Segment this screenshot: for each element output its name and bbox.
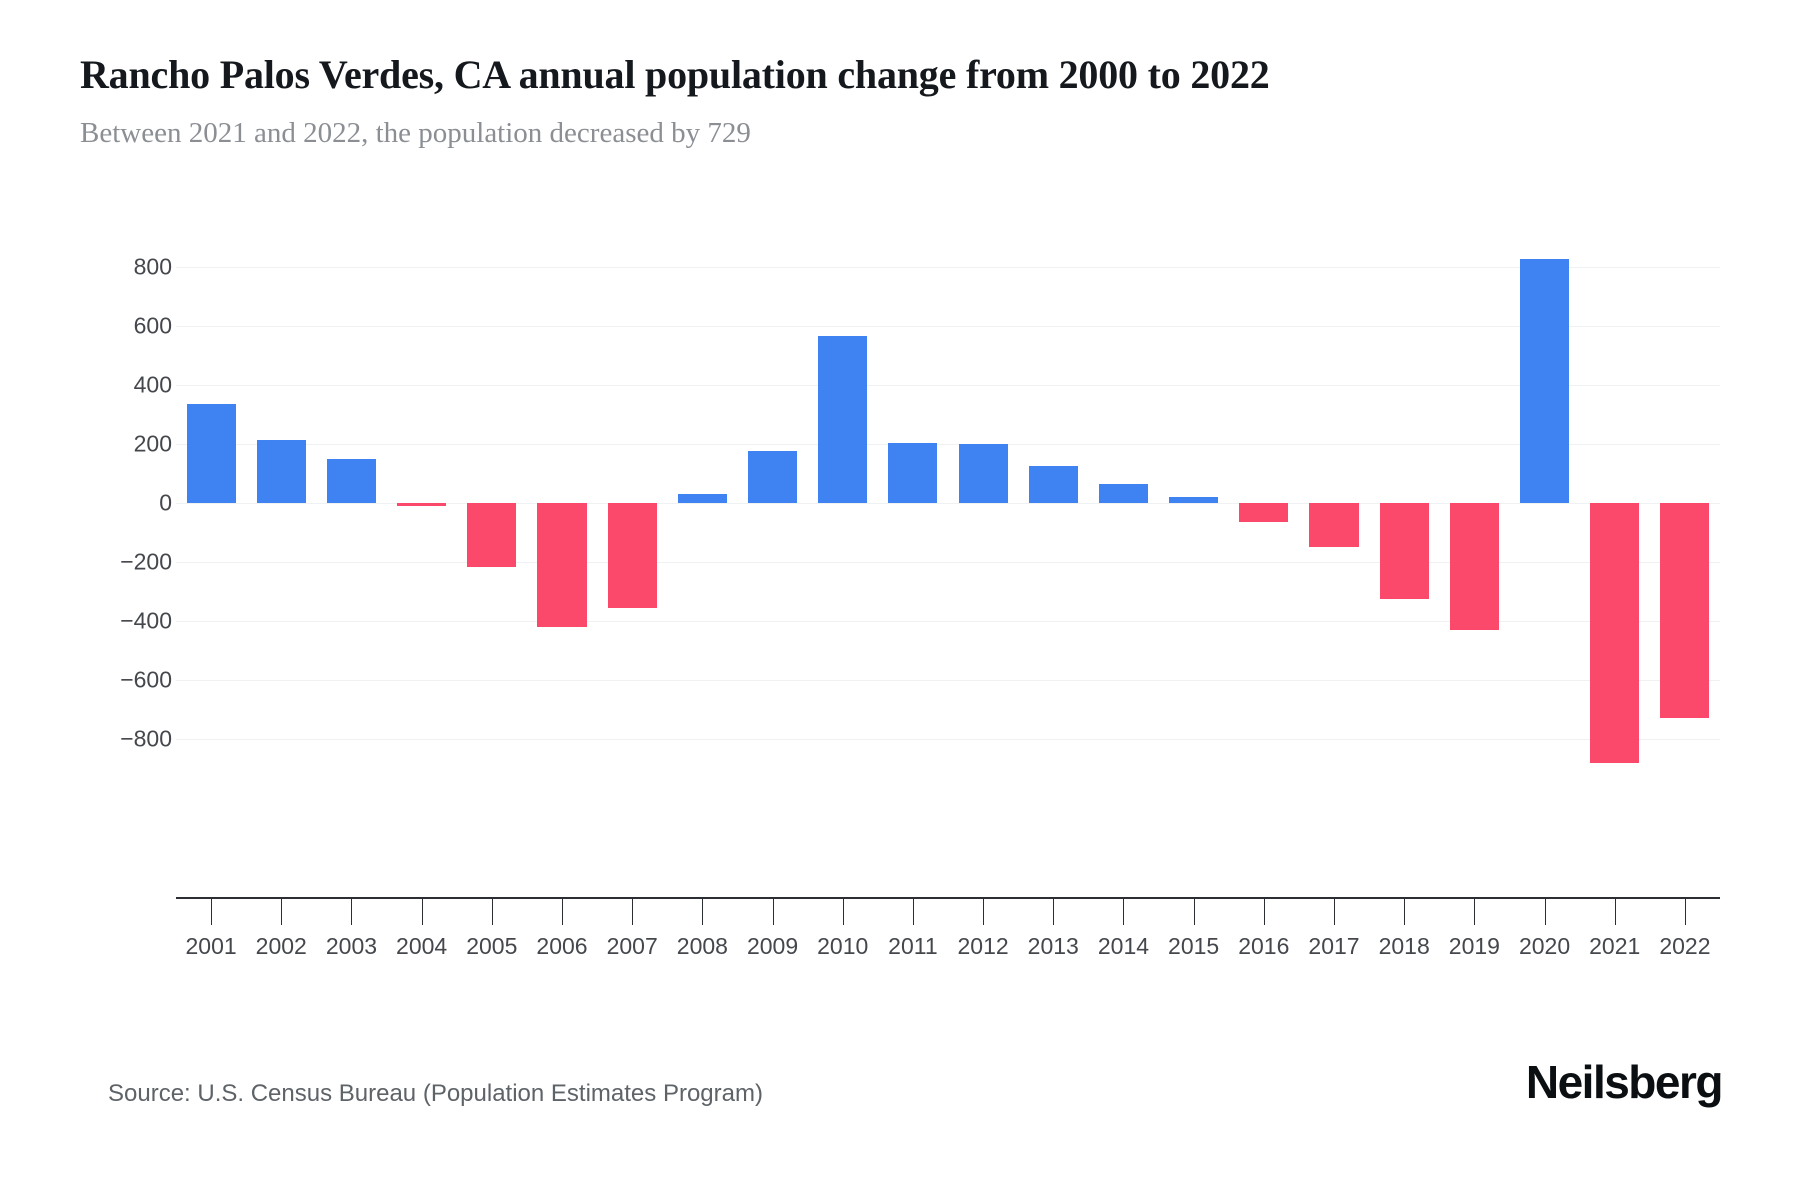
x-axis-tick: [702, 899, 704, 925]
x-axis-tick: [1614, 899, 1616, 925]
x-axis-tick: [351, 899, 353, 925]
chart-subtitle: Between 2021 and 2022, the population de…: [80, 117, 751, 149]
bar-2020[interactable]: [1519, 258, 1570, 503]
gridlines: [176, 0, 1720, 1200]
x-axis-tick-label-2022: 2022: [1659, 933, 1711, 959]
bar-2017[interactable]: [1309, 503, 1359, 547]
x-axis-tick: [1684, 899, 1686, 925]
bar-2014[interactable]: [1098, 483, 1149, 503]
bar-2010[interactable]: [818, 336, 868, 503]
x-axis-ticks: [176, 899, 1720, 929]
bar-2008[interactable]: [677, 494, 727, 503]
bar-2004[interactable]: [397, 503, 447, 506]
x-axis-tick-label-2001: 2001: [185, 933, 237, 959]
y-axis-tick-label: 0: [159, 489, 172, 516]
y-axis-tick-label: 600: [133, 312, 172, 339]
y-axis-tick-labels: 800 600 400 200 0 −200 −400 −600 −800: [80, 0, 172, 1200]
bar-2018[interactable]: [1379, 503, 1429, 599]
x-axis-tick: [912, 899, 914, 925]
x-axis-tick: [772, 899, 774, 925]
gridline: [176, 503, 1720, 504]
bar-2021[interactable]: [1590, 503, 1640, 763]
y-axis-tick-label: 200: [133, 430, 172, 457]
x-axis-tick-label-2011: 2011: [888, 933, 938, 959]
x-axis-tick-label-2008: 2008: [676, 933, 728, 959]
x-axis-tick: [281, 899, 283, 925]
x-axis-tick-label-2010: 2010: [817, 933, 869, 959]
y-axis-tick-label: −400: [120, 607, 172, 634]
y-axis-tick-label: −600: [120, 666, 172, 693]
bar-2006[interactable]: [537, 503, 587, 627]
x-axis-tick-label-2021: 2021: [1589, 933, 1641, 959]
bar-series: [176, 0, 1720, 1200]
x-axis-tick: [1263, 899, 1265, 925]
gridline: [176, 562, 1720, 563]
bar-2003[interactable]: [326, 458, 377, 503]
x-axis-tick: [1474, 899, 1476, 925]
gridline: [176, 621, 1720, 622]
x-axis-tick: [632, 899, 634, 925]
bar-2015[interactable]: [1169, 497, 1219, 503]
x-axis-tick-label-2007: 2007: [606, 933, 658, 959]
bar-2009[interactable]: [747, 451, 798, 503]
x-axis-tick: [1334, 899, 1335, 925]
x-axis-tick: [1193, 899, 1195, 925]
x-axis-tick: [1544, 899, 1546, 925]
y-axis-tick-label: 800: [133, 253, 172, 280]
chart-header: Rancho Palos Verdes, CA annual populatio…: [80, 50, 1720, 152]
x-axis-line: [176, 897, 1720, 899]
y-axis-tick-label: −800: [120, 725, 172, 752]
gridline: [176, 326, 1720, 327]
bar-2016[interactable]: [1239, 503, 1289, 523]
bar-2001[interactable]: [186, 404, 236, 503]
x-axis-tick-labels: 2001 2002 2003 2004 2005 2006 2007 2008 2009 2010…: [176, 933, 1720, 973]
x-axis-tick: [1123, 899, 1125, 925]
x-axis-tick-label-2009: 2009: [746, 933, 799, 959]
x-axis-tick: [1053, 899, 1055, 925]
bar-2005[interactable]: [467, 503, 517, 568]
x-axis-tick-label-2004: 2004: [396, 933, 448, 959]
x-axis-tick: [562, 899, 563, 925]
x-axis-tick: [491, 899, 493, 925]
x-axis-tick-label-2003: 2003: [325, 933, 378, 959]
x-axis-tick: [1404, 899, 1406, 925]
page-title: Rancho Palos Verdes, CA annual populatio…: [80, 52, 1270, 97]
bar-2022[interactable]: [1660, 503, 1710, 719]
brand-logo: Neilsberg: [1525, 1056, 1724, 1108]
x-axis-tick: [421, 899, 423, 925]
x-axis-tick-label-2019: 2019: [1448, 933, 1500, 959]
x-axis-tick: [842, 899, 844, 925]
x-axis-tick: [211, 899, 213, 925]
x-axis-tick-label-2005: 2005: [466, 933, 518, 959]
y-axis-tick-label: −200: [120, 548, 172, 575]
x-axis-tick-label-2016: 2016: [1238, 933, 1290, 959]
gridline: [176, 385, 1720, 386]
bar-2002[interactable]: [256, 439, 306, 503]
bar-2011[interactable]: [888, 442, 938, 503]
x-axis-tick-label-2014: 2014: [1097, 933, 1150, 959]
x-axis-tick-label-2018: 2018: [1378, 933, 1430, 959]
x-axis-tick-label-2017: 2017: [1308, 933, 1360, 959]
gridline: [176, 739, 1720, 740]
y-axis-tick-label: 400: [133, 371, 172, 398]
bar-2012[interactable]: [958, 444, 1008, 503]
gridline: [176, 444, 1720, 445]
x-axis-tick-label-2006: 2006: [536, 933, 588, 959]
x-axis-tick-label-2012: 2012: [957, 933, 1009, 959]
bar-2013[interactable]: [1028, 466, 1078, 503]
gridline: [176, 267, 1720, 268]
bar-2007[interactable]: [607, 503, 657, 608]
x-axis-tick-label-2002: 2002: [255, 933, 307, 959]
bar-2019[interactable]: [1449, 503, 1499, 630]
x-axis-tick-label-2013: 2013: [1027, 933, 1079, 959]
source-note: Source: U.S. Census Bureau (Population E…: [108, 1080, 763, 1107]
x-axis-tick-label-2015: 2015: [1168, 933, 1220, 959]
x-axis-tick: [983, 899, 985, 925]
gridline: [176, 680, 1720, 681]
x-axis-tick-label-2020: 2020: [1518, 933, 1571, 959]
